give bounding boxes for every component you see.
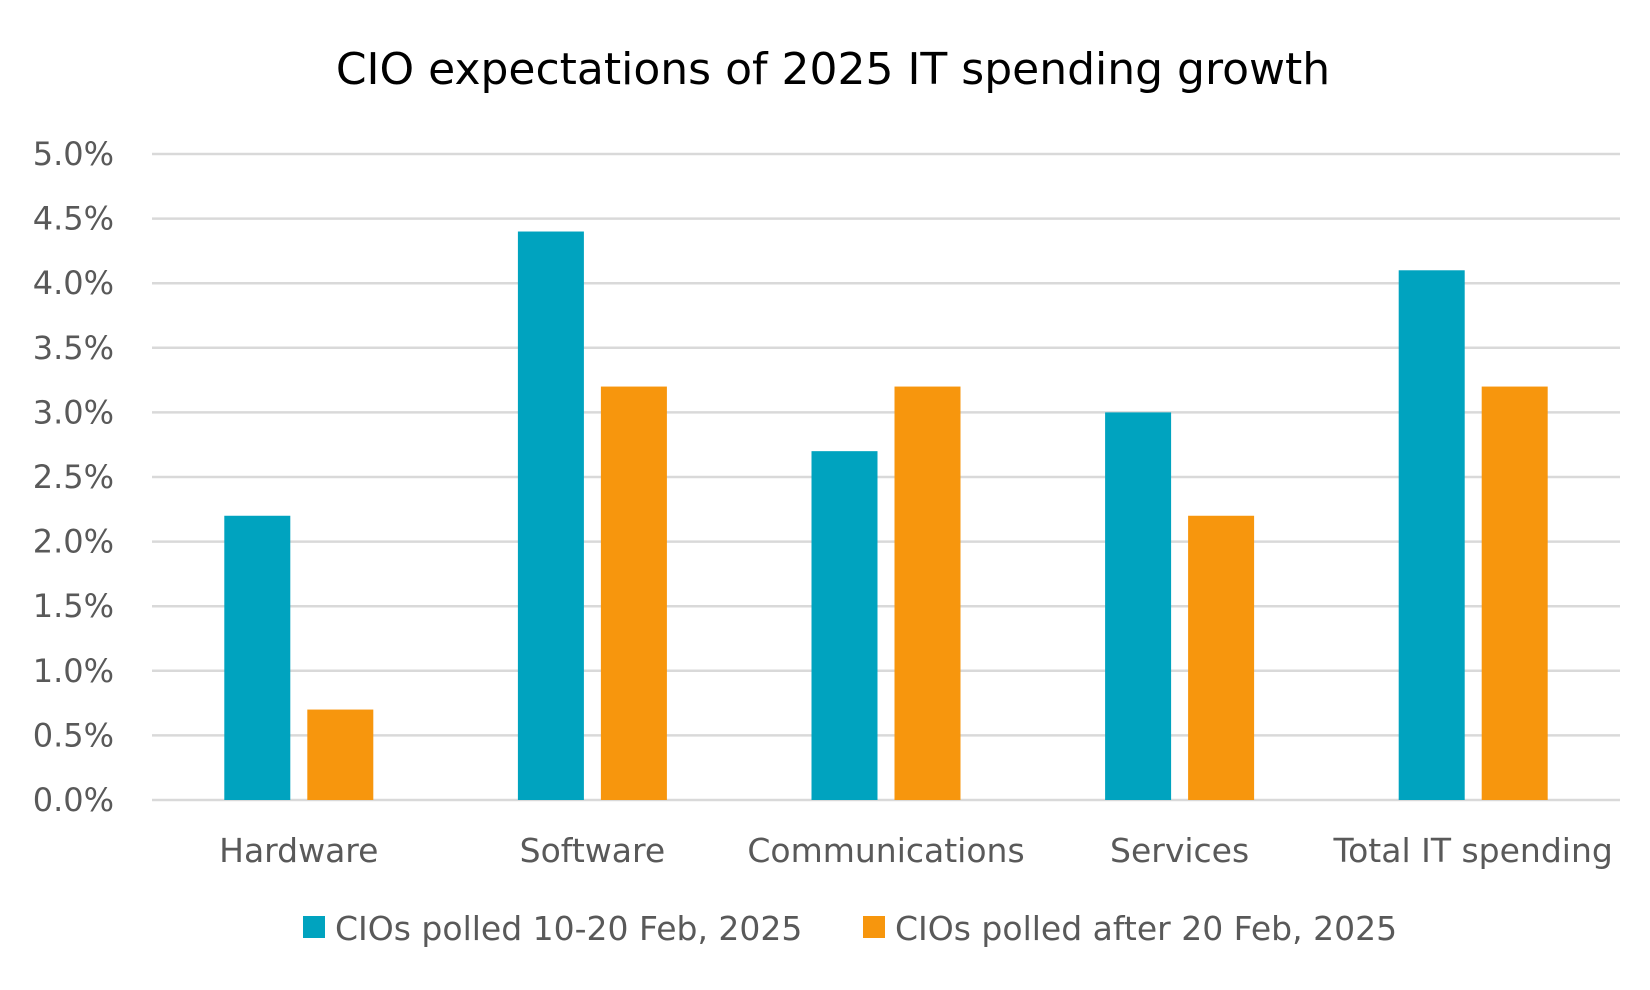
x-category-label: Services	[1110, 831, 1249, 870]
y-tick-label: 0.5%	[33, 716, 114, 754]
legend-label: CIOs polled after 20 Feb, 2025	[895, 909, 1397, 948]
x-category-label: Software	[520, 831, 665, 870]
y-tick-label: 2.0%	[33, 523, 114, 561]
bar-total-it-spending-series-2	[1481, 386, 1548, 800]
legend-swatch	[863, 916, 885, 938]
chart-title: CIO expectations of 2025 IT spending gro…	[336, 44, 1330, 95]
gridlines	[152, 152, 1620, 802]
y-tick-label: 1.5%	[33, 587, 114, 625]
x-category-label: Communications	[747, 831, 1024, 870]
bars	[224, 231, 1548, 800]
x-axis-categories: Hardware Software Communications Services To…	[219, 831, 1613, 870]
legend-swatch	[303, 916, 325, 938]
bar-total-it-spending-series-1	[1398, 270, 1465, 800]
bar-communications-series-2	[894, 386, 961, 800]
bar-hardware-series-1	[224, 515, 291, 800]
bar-software-series-2	[600, 386, 667, 800]
bar-services-series-1	[1105, 412, 1172, 800]
bar-communications-series-1	[811, 451, 878, 800]
y-tick-label: 4.0%	[33, 264, 114, 302]
bar-hardware-series-2	[307, 709, 374, 800]
bar-software-series-1	[517, 231, 584, 800]
y-tick-label: 2.5%	[33, 458, 114, 496]
legend: CIOs polled 10-20 Feb, 2025 CIOs polled a…	[303, 909, 1397, 948]
y-tick-label: 4.5%	[33, 200, 114, 238]
y-tick-label: 1.0%	[33, 652, 114, 690]
y-axis-ticks: 0.0% 0.5% 1.0% 1.5% 2.0% 2.5% 3.0% 3.5% 4.0% 4.5%…	[33, 135, 114, 819]
y-tick-label: 3.0%	[33, 393, 114, 431]
x-category-label: Hardware	[219, 831, 378, 870]
y-tick-label: 0.0%	[33, 781, 114, 819]
y-tick-label: 3.5%	[33, 329, 114, 367]
legend-label: CIOs polled 10-20 Feb, 2025	[335, 909, 802, 948]
y-tick-label: 5.0%	[33, 135, 114, 173]
x-category-label: Total IT spending	[1333, 831, 1613, 870]
bar-services-series-2	[1188, 515, 1255, 800]
